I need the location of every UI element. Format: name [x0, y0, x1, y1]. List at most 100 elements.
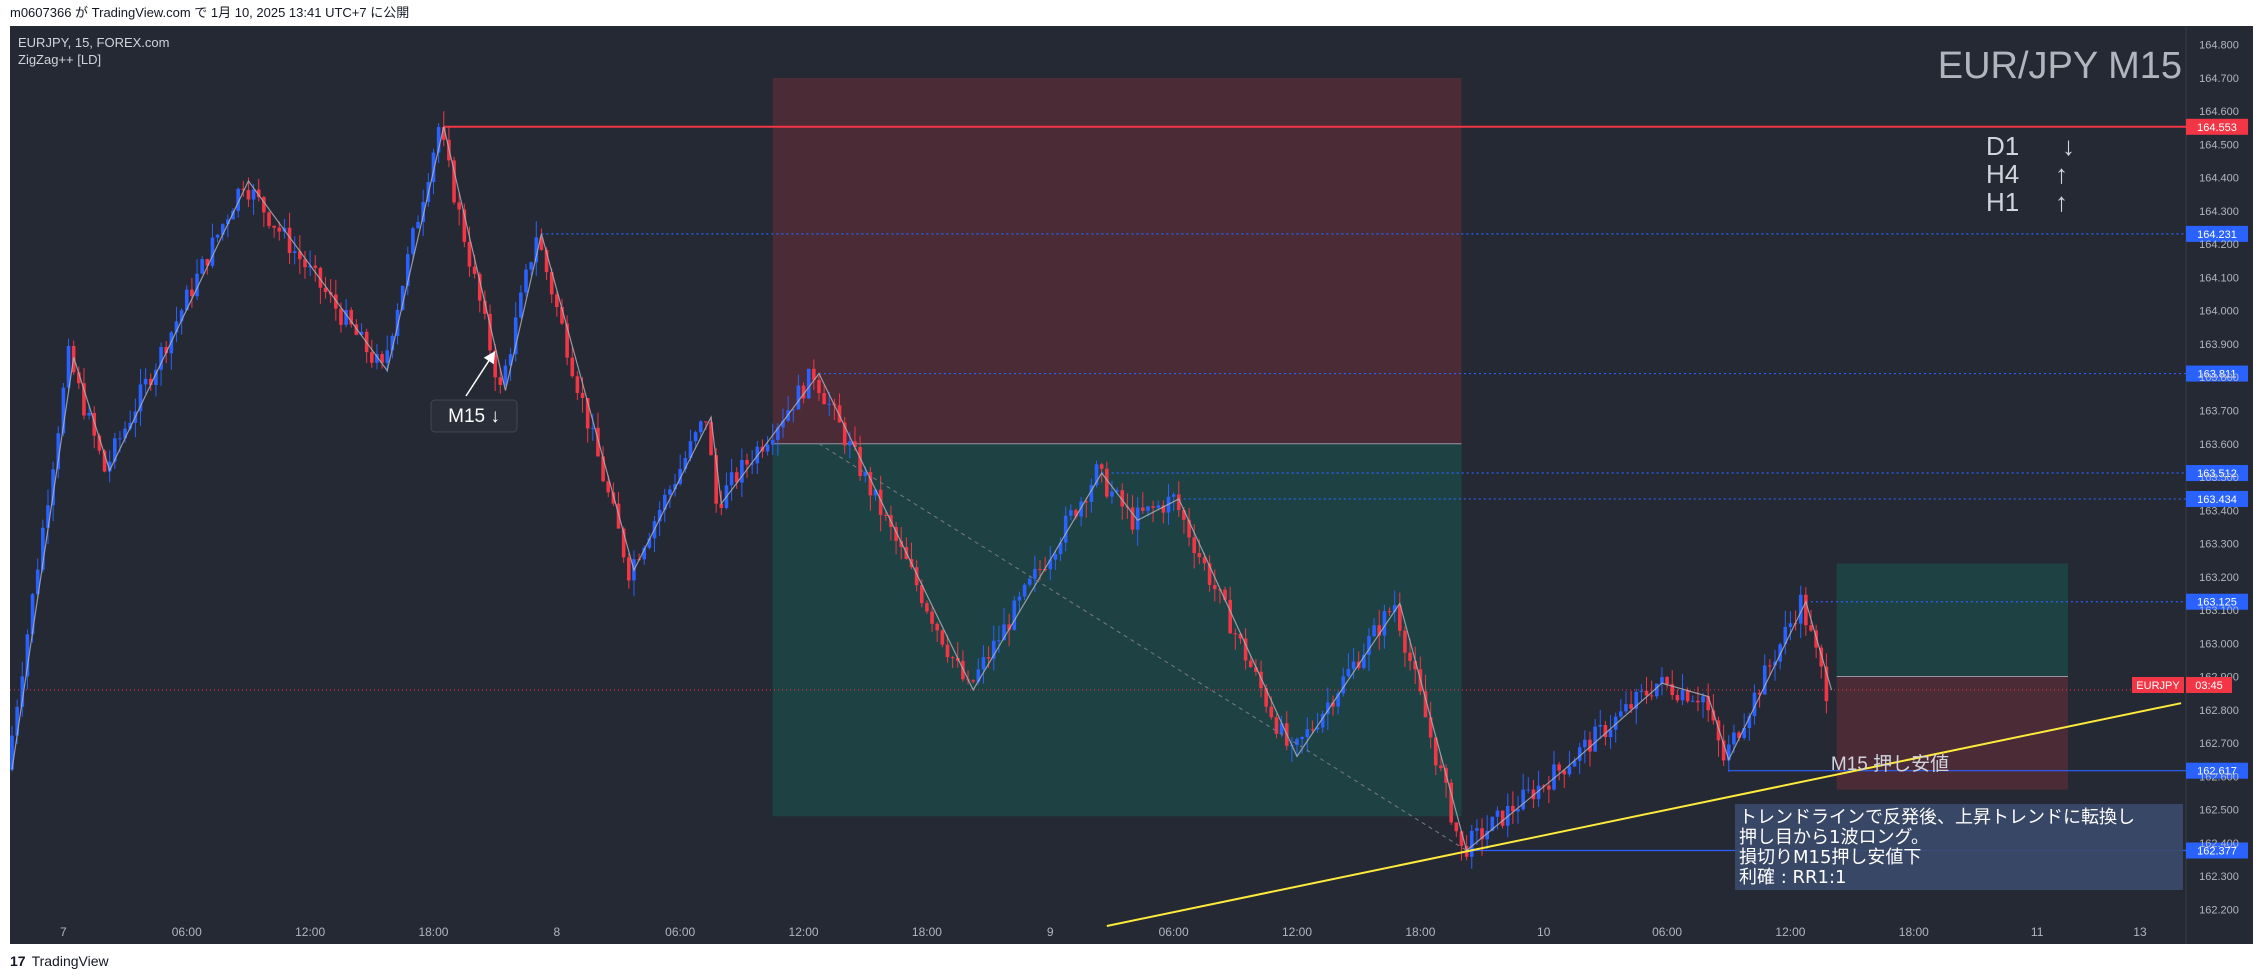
candle-body: [472, 266, 477, 274]
candle-body: [30, 594, 35, 635]
candle-body: [1752, 692, 1757, 717]
candle-body: [200, 259, 204, 274]
candle-body: [1089, 485, 1094, 502]
candle-body: [179, 310, 184, 322]
candle-body: [621, 528, 626, 558]
candle-body: [678, 469, 682, 485]
y-tick-label-18: 163.000: [2199, 638, 2239, 650]
candle-body: [1593, 726, 1597, 752]
candle-body: [1248, 660, 1253, 668]
candle-body: [1130, 507, 1135, 530]
y-tick-label-26: 162.200: [2199, 904, 2239, 916]
trade-note-line-1: トレンドラインで反発後、上昇トレンドに転換し: [1739, 807, 2135, 828]
m15-callout: M15 ↓: [430, 350, 518, 433]
x-tick-label-2: 12:00: [295, 925, 325, 939]
candle-body: [1547, 785, 1551, 790]
tradingview-footer: 17 TradingView: [0, 944, 2263, 979]
candle-body: [1824, 666, 1829, 702]
candle-body: [1480, 828, 1484, 840]
y-tick-label-15: 163.300: [2199, 539, 2239, 551]
candle-body: [405, 254, 410, 286]
candle-body: [1233, 633, 1238, 635]
candle-body: [483, 300, 487, 314]
candle-body: [991, 640, 996, 659]
candle-body: [1053, 553, 1058, 560]
candle-body: [1387, 611, 1392, 613]
candle-body: [1161, 505, 1166, 513]
candle-body: [765, 444, 770, 452]
candle-body: [1475, 828, 1479, 831]
candle-body: [1716, 720, 1721, 741]
candle-body: [1459, 831, 1464, 846]
level-tag-text-4: 163.434: [2197, 494, 2237, 506]
candle-body: [1490, 816, 1495, 831]
symbol-info: EURJPY, 15, FOREX.com: [18, 35, 169, 50]
candle-body: [591, 427, 595, 429]
y-tick-label-25: 162.300: [2199, 871, 2239, 883]
candle-body: [585, 398, 590, 429]
candle-body: [190, 289, 194, 297]
candle-body: [580, 392, 585, 399]
candle-body: [1105, 468, 1109, 497]
y-tick-label-12: 163.600: [2199, 439, 2239, 451]
symbol-price-tag: EURJPY 03:45: [2132, 677, 2232, 693]
candle-body: [1500, 810, 1505, 826]
candle-body: [971, 680, 975, 682]
level-tag-4: [2186, 490, 2248, 507]
candle-body: [1048, 559, 1053, 570]
level-tag-1: [2186, 225, 2248, 242]
candle-body: [1392, 605, 1397, 612]
candle-body: [56, 433, 61, 470]
y-tick-label-2: 164.600: [2199, 106, 2239, 118]
candle-body: [611, 492, 616, 504]
candle-body: [1732, 732, 1736, 745]
trendline: [1106, 702, 2182, 927]
support-label: M15 押し安値: [1831, 753, 1949, 775]
candle-body: [1798, 594, 1803, 624]
x-tick-label-4: 8: [553, 925, 560, 939]
candle-body: [82, 383, 86, 416]
publish-text: m0607366 が TradingView.com で 1月 10, 2025…: [10, 5, 410, 20]
candle-body: [1439, 765, 1443, 769]
candle-body: [1310, 729, 1315, 731]
candle-body: [1644, 690, 1649, 696]
candle-body: [1726, 744, 1731, 761]
trend-arrow-h4: ↑: [2055, 159, 2068, 189]
candle-body: [914, 567, 919, 586]
short-reward-zone-0: [772, 443, 1462, 817]
candle-body: [1002, 624, 1006, 641]
candle-body: [560, 306, 564, 324]
candle-body: [1141, 507, 1145, 511]
candle-body: [313, 265, 318, 268]
candle-body: [1737, 732, 1741, 738]
level-tag-6: [2186, 762, 2248, 779]
candle-body: [1115, 490, 1119, 492]
y-tick-label-9: 163.900: [2199, 339, 2239, 351]
candle-body: [858, 447, 862, 477]
candle-body: [1624, 704, 1628, 712]
candle-body: [776, 427, 780, 440]
candle-body: [1454, 822, 1459, 832]
y-tick-label-21: 162.700: [2199, 738, 2239, 750]
candle-body: [848, 441, 852, 446]
trend-list: D1 ↓ H4 ↑ H1 ↑: [1986, 131, 2075, 217]
candle-body: [1690, 700, 1695, 702]
level-tag-text-1: 164.231: [2197, 229, 2237, 241]
x-tick-label-8: 9: [1047, 925, 1054, 939]
level-tag-text-6: 162.617: [2197, 766, 2237, 778]
candle-body: [1099, 464, 1104, 469]
candle-body: [1485, 830, 1489, 840]
candle-body: [1526, 789, 1531, 791]
candlestick-chart[interactable]: 164.553 164.231 163.811 163.512 163.434 163.1…: [10, 26, 2253, 944]
candle-body: [734, 472, 739, 483]
candle-body: [1562, 770, 1567, 775]
candle-body: [128, 422, 133, 429]
candle-body: [1423, 691, 1428, 718]
level-tag-text-3: 163.512: [2197, 468, 2237, 480]
candle-body: [87, 412, 91, 416]
candle-body: [390, 335, 395, 351]
countdown-tag-text: 03:45: [2195, 680, 2223, 692]
candle-body: [1773, 661, 1777, 666]
trend-tf-h4: H4: [1986, 159, 2019, 189]
candle-body: [1305, 729, 1310, 738]
